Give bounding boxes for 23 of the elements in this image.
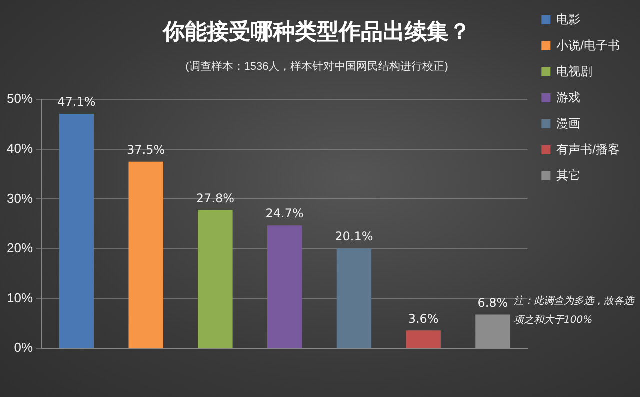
data-label: 20.1% (335, 230, 374, 244)
chart-title: 你能接受哪种类型作品出续集？ (162, 20, 471, 45)
data-label: 47.1% (58, 95, 96, 110)
y-tick-label: 50% (6, 91, 34, 106)
data-label: 3.6% (408, 312, 439, 326)
data-label: 24.7% (266, 206, 304, 221)
legend-label: 其它 (556, 168, 581, 182)
legend-label: 有声书/播客 (556, 142, 620, 156)
y-tick-label: 40% (6, 140, 34, 156)
data-label: 27.8% (196, 191, 235, 206)
data-label: 37.5% (127, 142, 166, 157)
y-tick-label: 0% (14, 340, 34, 356)
legend-label: 漫画 (556, 116, 581, 130)
legend-label: 游戏 (556, 90, 581, 104)
y-tick-label: 10% (6, 290, 34, 306)
legend-label: 小说/电子书 (556, 38, 620, 52)
legend-label: 电视剧 (556, 64, 593, 78)
annotation: 注：此调查为多选，故各选项之和大于100% (514, 294, 636, 328)
data-label: 6.8% (478, 296, 508, 310)
legend-label: 电影 (556, 12, 581, 26)
y-tick-label: 30% (6, 190, 34, 206)
y-tick-label: 20% (6, 240, 34, 256)
chart-subtitle: (调查样本：1536人，样本针对中国网民结构进行校正) (186, 60, 448, 74)
